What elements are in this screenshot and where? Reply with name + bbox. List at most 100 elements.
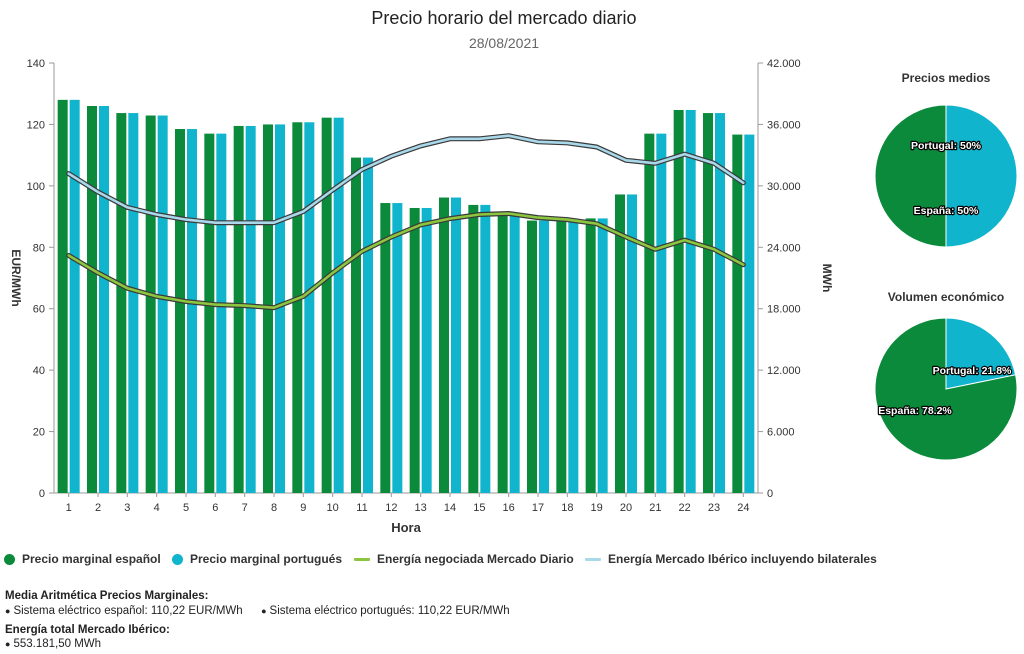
pie-slice-españa <box>874 317 1018 461</box>
pie-slice-label: Portugal: 50% <box>911 140 982 152</box>
summary-portuguese: Sistema eléctrico portugués: 110,22 EUR/… <box>269 605 510 617</box>
legend-dot-icon <box>4 553 15 565</box>
bullet-icon: ● <box>5 606 11 616</box>
bar-spanish-price <box>409 207 420 493</box>
x-tick-label: 24 <box>737 502 749 514</box>
bar-portuguese-price <box>685 109 696 493</box>
bar-spanish-price <box>116 113 127 494</box>
bar-spanish-price <box>497 215 508 494</box>
x-tick-label: 22 <box>679 502 691 514</box>
x-tick-label: 1 <box>66 502 72 514</box>
bullet-icon: ● <box>261 606 267 616</box>
bar-portuguese-price <box>597 218 608 493</box>
bar-spanish-price <box>644 133 655 493</box>
y-left-tick-label: 100 <box>27 181 45 193</box>
y-right-tick-label: 30.000 <box>767 181 801 193</box>
bar-spanish-price <box>556 219 567 493</box>
y-axis-left-label: EUR/MWh <box>9 249 23 306</box>
y-right-tick-label: 18.000 <box>767 304 801 316</box>
bar-portuguese-price <box>451 197 461 493</box>
bar-portuguese-price <box>216 133 227 493</box>
x-tick-label: 4 <box>154 502 160 514</box>
x-tick-label: 8 <box>271 502 277 514</box>
chart-canvas: Precio horario del mercado diario 28/08/… <box>9 8 1018 535</box>
x-tick-label: 13 <box>415 502 427 514</box>
legend-item-portuguese-price[interactable]: Precio marginal portugués <box>172 552 342 566</box>
bar-portuguese-price <box>392 203 403 494</box>
x-axis-label: Hora <box>391 520 421 535</box>
x-tick-label: 9 <box>300 502 306 514</box>
main-chart: 02040608010012014006.00012.00018.00024.0… <box>27 58 801 514</box>
pie-slice-label: Portugal: 21.8% <box>933 365 1012 377</box>
legend-label: Energía negociada Mercado Diario <box>377 552 574 566</box>
bar-spanish-price <box>145 115 156 494</box>
bar-spanish-price <box>351 157 361 493</box>
line-energy-daily-outline <box>66 211 746 311</box>
line-energy-iberian <box>67 134 745 224</box>
bar-portuguese-price <box>421 207 432 493</box>
y-axis-right-label: MWh <box>820 264 834 293</box>
line-energy-daily <box>67 212 745 310</box>
bar-portuguese-price <box>363 157 373 493</box>
summary-energy-value: 553.181,50 MWh <box>13 638 102 650</box>
y-right-tick-label: 42.000 <box>767 58 801 70</box>
bar-spanish-price <box>204 133 215 493</box>
bar-spanish-price <box>732 134 743 494</box>
legend-label: Precio marginal español <box>22 552 161 566</box>
bar-portuguese-price <box>333 117 344 494</box>
legend-item-energy-daily[interactable]: Energía negociada Mercado Diario <box>354 552 574 566</box>
chart-title: Precio horario del mercado diario <box>371 8 636 28</box>
bar-portuguese-price <box>715 113 725 494</box>
pie-volumen-economico: Portugal: 21.8% España: 78.2% <box>874 317 1018 461</box>
legend-item-energy-iberian[interactable]: Energía Mercado Ibérico incluyendo bilat… <box>585 552 877 566</box>
bar-spanish-price <box>703 113 713 494</box>
y-right-tick-label: 6.000 <box>767 427 795 439</box>
bar-spanish-price <box>380 203 391 494</box>
bar-portuguese-price <box>656 133 667 493</box>
pie2-title: Volumen económico <box>888 290 1004 304</box>
x-tick-label: 6 <box>212 502 218 514</box>
x-tick-label: 17 <box>532 502 544 514</box>
pie-slice-portugal <box>945 104 1018 248</box>
x-tick-label: 18 <box>561 502 573 514</box>
chart-legend: Precio marginal español Precio marginal … <box>0 552 1024 574</box>
x-tick-label: 19 <box>591 502 603 514</box>
bar-spanish-price <box>673 109 684 493</box>
y-left-tick-label: 20 <box>33 427 45 439</box>
legend-line-icon <box>354 557 370 561</box>
x-tick-label: 3 <box>124 502 130 514</box>
pie-precios-medios: Portugal: 50% España: 50% <box>874 104 1018 248</box>
bar-portuguese-price <box>99 106 109 493</box>
legend-item-spanish-price[interactable]: Precio marginal español <box>4 552 161 566</box>
legend-line-icon <box>585 557 601 561</box>
y-right-tick-label: 24.000 <box>767 242 801 254</box>
y-left-tick-label: 60 <box>33 304 45 316</box>
legend-label: Precio marginal portugués <box>190 552 343 566</box>
bar-portuguese-price <box>304 122 315 494</box>
summary-energy-value-row: ● 553.181,50 MWh <box>5 638 101 650</box>
y-right-tick-label: 36.000 <box>767 119 801 131</box>
bar-portuguese-price <box>187 129 197 494</box>
x-tick-label: 12 <box>385 502 397 514</box>
summary-spanish: Sistema eléctrico español: 110,22 EUR/MW… <box>13 605 243 617</box>
chart-subtitle: 28/08/2021 <box>469 35 539 51</box>
pie-slice-portugal <box>945 317 1017 390</box>
bar-portuguese-price <box>128 113 139 494</box>
x-tick-label: 20 <box>620 502 632 514</box>
x-tick-label: 7 <box>242 502 248 514</box>
pie-slice-label: España: 78.2% <box>878 405 952 417</box>
y-left-tick-label: 0 <box>39 488 45 500</box>
bar-spanish-price <box>468 204 479 493</box>
bar-spanish-price <box>292 122 303 494</box>
bar-spanish-price <box>175 129 185 494</box>
x-tick-label: 21 <box>649 502 661 514</box>
bar-spanish-price <box>585 218 596 493</box>
summary-media-title: Media Aritmética Precios Marginales: <box>5 590 209 602</box>
bar-spanish-price <box>527 220 537 494</box>
bar-portuguese-price <box>275 124 285 493</box>
bar-portuguese-price <box>568 219 579 493</box>
bullet-icon: ● <box>5 639 11 649</box>
summary-energy-title: Energía total Mercado Ibérico: <box>5 624 170 636</box>
bar-portuguese-price <box>509 215 520 494</box>
pie-slice-españa <box>874 104 947 248</box>
